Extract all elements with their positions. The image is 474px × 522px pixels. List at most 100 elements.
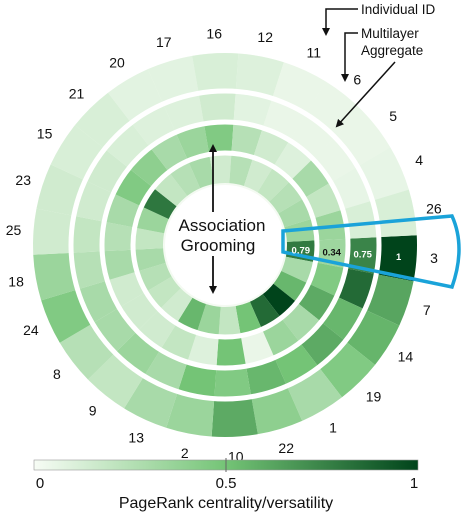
highlight-callout: 0.79 0.34 0.75 1: [281, 214, 461, 290]
association-ring-cell-5: [292, 160, 330, 198]
outer-separator: [68, 88, 382, 402]
id-label-20: 20: [109, 55, 125, 71]
outer-ring-cell-5: [336, 110, 391, 166]
aggregate-ring-cell-23: [75, 181, 112, 222]
outer-ring-cell-11: [272, 62, 326, 113]
key-multilayer: Multilayer: [361, 26, 419, 41]
grooming-ring-cell-21: [154, 173, 188, 207]
aggregate-ring-cell-9: [116, 332, 160, 375]
aggregate-ring-cell-17: [163, 95, 204, 131]
ring-heatmap: [32, 52, 417, 438]
grooming-ring-cell-9: [160, 288, 193, 322]
aggregate-ring-cell-22: [246, 359, 287, 395]
colorbar: 0 0.5 1 PageRank centrality/versatility: [33, 458, 419, 512]
aggregate-ring-cell-3: [347, 237, 378, 274]
association-ring-cell-16: [204, 124, 234, 153]
aggregate-ring-cell-21: [106, 124, 149, 167]
grooming-ring-cell-14: [273, 270, 307, 302]
aggregate-ring-cell-18: [73, 251, 106, 289]
id-label-2: 2: [181, 445, 189, 461]
id-label-3: 3: [430, 250, 438, 266]
colorbar-max-label: 1: [410, 475, 418, 492]
middle-separator: [99, 119, 351, 371]
outer-ring-cell-13: [124, 377, 178, 428]
colorbar-title: PageRank centrality/versatility: [119, 495, 333, 512]
ring-key: Individual ID Multilayer Aggregate: [322, 2, 436, 128]
id-label-16: 16: [206, 25, 222, 41]
aggregate-ring-cell-14: [322, 297, 364, 340]
grooming-ring-cell-20: [170, 162, 201, 196]
id-label-21: 21: [69, 86, 85, 102]
grooming-ring-cell-19: [262, 283, 296, 317]
association-ring-cell-11: [253, 129, 289, 166]
outer-ring-cell-25: [32, 208, 72, 255]
highlight-value-1: 0.79: [292, 245, 311, 256]
outer-ring-cell-8: [59, 324, 114, 380]
id-label-7: 7: [423, 302, 431, 318]
id-label-4: 4: [415, 152, 423, 168]
association-ring-cell-6: [274, 142, 312, 180]
aggregate-ring-cell-16: [199, 93, 236, 122]
inner-separator: [130, 150, 320, 340]
colorbar-min-label: 0: [36, 475, 44, 492]
grooming-ring-cell-10: [218, 306, 241, 335]
colorbar-mid-label: 0.5: [216, 475, 237, 492]
association-ring-cell-22: [241, 331, 274, 365]
grooming-ring-cell-22: [235, 301, 262, 334]
id-label-12: 12: [257, 29, 273, 45]
grooming-ring-cell-5: [269, 181, 303, 214]
grooming-ring-cell-7: [281, 256, 314, 283]
outer-ring-cell-24: [41, 290, 91, 343]
outer-ring-cell-1: [287, 368, 342, 421]
outer-ring-cell-4: [359, 147, 409, 200]
arrow-multilayer-outer: [341, 32, 358, 82]
grooming-ring-cell-11: [244, 159, 273, 193]
association-ring-cell-17: [176, 125, 209, 159]
grooming-ring-cell-2: [197, 304, 221, 335]
association-ring-cell-2: [187, 334, 219, 366]
association-ring-cell-8: [120, 292, 158, 330]
aggregate-ring-cell-5: [314, 138, 356, 182]
outer-ring-cell-18: [33, 252, 76, 301]
grooming-ring-cell-15: [143, 188, 177, 220]
association-ring-cell-23: [106, 194, 140, 228]
id-label-9: 9: [89, 403, 97, 419]
grooming-ring-cell-16: [209, 155, 232, 184]
id-label-6: 6: [353, 71, 361, 87]
id-label-14: 14: [398, 348, 414, 364]
association-ring-cell-10: [216, 337, 246, 366]
grooming-ring-cell-4: [278, 199, 312, 228]
id-label-22: 22: [278, 440, 294, 456]
highlight-values: 0.79 0.34 0.75 1: [292, 245, 402, 263]
ring-separators: [68, 88, 382, 402]
id-label-8: 8: [53, 366, 61, 382]
outer-ring-cell-16: [192, 52, 239, 92]
aggregate-ring-cell-15: [86, 150, 128, 193]
center-label-grooming: Grooming: [181, 236, 256, 255]
aggregate-ring-cell-6: [290, 115, 334, 158]
id-label-15: 15: [37, 126, 53, 142]
aggregate-ring-cell-8: [94, 308, 136, 352]
outer-ring-cell-12: [235, 53, 284, 97]
outer-ring-cell-6: [306, 81, 363, 136]
id-label-11: 11: [307, 45, 322, 61]
association-ring-cell-24: [109, 272, 145, 307]
highlight-value-3: 0.75: [353, 250, 372, 261]
id-label-25: 25: [6, 222, 22, 238]
association-ring-cell-13: [161, 324, 197, 361]
id-label-19: 19: [366, 388, 382, 404]
id-label-1: 1: [329, 419, 337, 435]
outer-ring-cell-23: [36, 164, 84, 216]
outer-ring-cell-26: [374, 189, 417, 238]
association-ring-cell-7: [310, 262, 344, 296]
grooming-ring-cell-12: [229, 155, 253, 186]
grooming-ring-cell-13: [177, 297, 206, 331]
outer-ring-cell-21: [74, 92, 130, 148]
outer-ring-cell-7: [366, 274, 414, 326]
grooming-ring-cell-8: [147, 276, 181, 309]
grooming-ring-cell-24: [138, 262, 172, 291]
association-ring-cell-21: [130, 149, 168, 187]
